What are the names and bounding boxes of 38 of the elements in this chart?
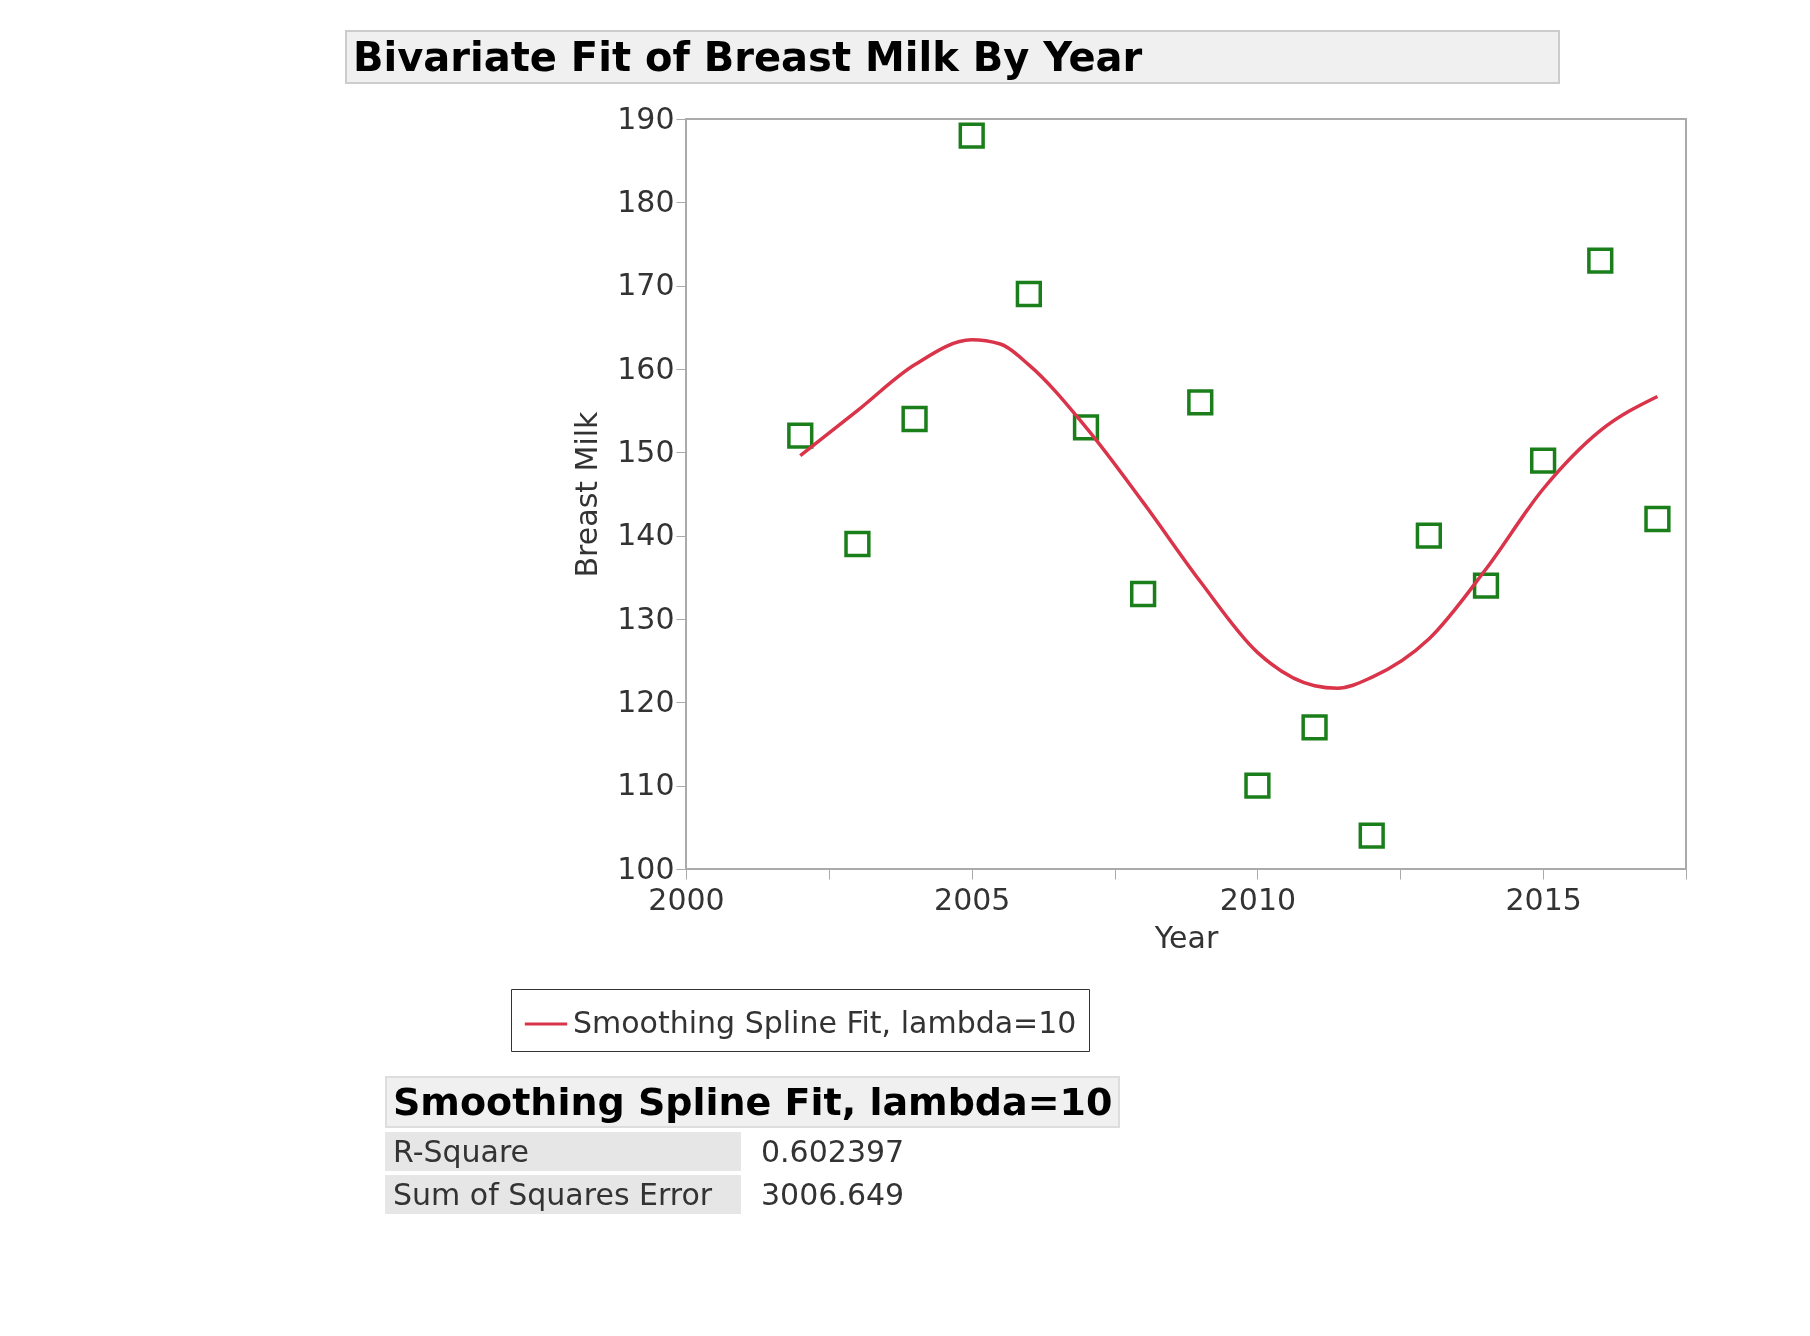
point [1129, 580, 1157, 608]
y-tick-label: 170 [617, 267, 675, 303]
point [1415, 522, 1443, 549]
y-tick-label: 180 [617, 183, 675, 219]
y-tick-label: 150 [617, 433, 675, 469]
point [1358, 822, 1385, 849]
x-axis-title: Year [1153, 919, 1219, 955]
text: R-Square [385, 1132, 741, 1171]
point [901, 405, 928, 433]
x-tick-label: 2015 [1505, 881, 1582, 917]
point [1472, 572, 1500, 599]
point [1301, 714, 1328, 741]
point [1644, 505, 1671, 533]
y-tick-label: 160 [617, 350, 675, 386]
y-axis-title: Breast Milk [569, 410, 605, 578]
point [1015, 280, 1043, 308]
point [1529, 447, 1557, 474]
x-tick-label: 2005 [934, 881, 1011, 917]
point [958, 122, 985, 149]
point [1587, 247, 1614, 274]
point [787, 422, 814, 449]
point [844, 530, 871, 558]
x-tick-label: 2010 [1219, 881, 1297, 917]
y-tick-label: 130 [617, 600, 675, 636]
point [1187, 389, 1214, 416]
text: 0.602397 [760, 1133, 906, 1171]
y-tick-label: 120 [617, 683, 675, 719]
y-tick-label: 190 [617, 100, 675, 136]
point [1072, 414, 1100, 441]
line-series [798, 338, 1660, 690]
y-tick-label: 140 [617, 517, 675, 553]
y-tick-label: 110 [617, 767, 675, 803]
chart-title: Bivariate Fit of Breast Milk By Year [345, 30, 1560, 84]
text: Sum of Squares Error [385, 1175, 741, 1214]
legend-label: Smoothing Spline Fit, lambda=10 [573, 1005, 1077, 1040]
text: Smoothing Spline Fit, lambda=10 [385, 1076, 1121, 1128]
text: 3006.649 [760, 1176, 906, 1214]
point [1244, 772, 1271, 799]
